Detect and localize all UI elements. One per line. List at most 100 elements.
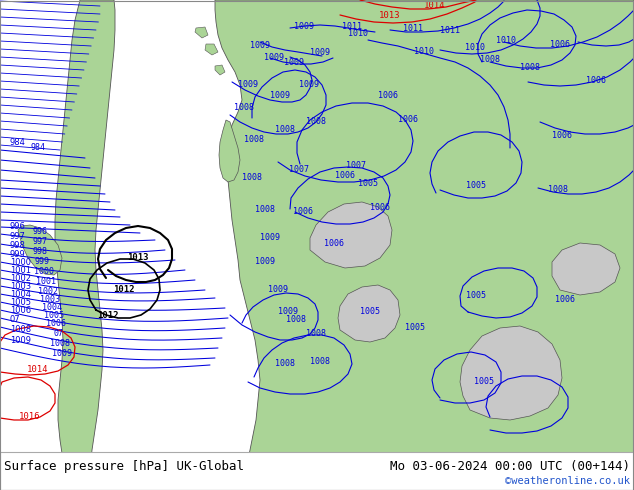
Text: 1000: 1000: [34, 268, 54, 276]
Text: 984: 984: [10, 138, 26, 147]
Text: 1006: 1006: [46, 319, 66, 328]
Text: 1006: 1006: [324, 240, 344, 248]
Text: 1014: 1014: [424, 1, 446, 10]
Text: 1003: 1003: [10, 282, 31, 291]
Text: 1016: 1016: [19, 412, 41, 420]
Text: 996: 996: [10, 222, 26, 231]
Text: 1008: 1008: [306, 118, 326, 126]
Text: 1012: 1012: [113, 286, 135, 294]
Polygon shape: [310, 202, 392, 268]
Text: 1005: 1005: [44, 312, 64, 320]
Text: 1006: 1006: [378, 92, 398, 100]
Text: 07: 07: [10, 315, 21, 324]
Text: 1008: 1008: [234, 103, 254, 113]
Text: 1005: 1005: [405, 323, 425, 333]
Text: 1005: 1005: [360, 307, 380, 316]
Text: 1005: 1005: [358, 178, 378, 188]
Text: 998: 998: [32, 247, 48, 256]
Text: 1008: 1008: [520, 64, 540, 73]
Text: 07: 07: [53, 328, 63, 338]
Text: 1005: 1005: [466, 180, 486, 190]
Text: 996: 996: [32, 227, 48, 237]
Polygon shape: [552, 243, 620, 295]
Text: 1002: 1002: [10, 274, 31, 283]
Polygon shape: [55, 0, 115, 490]
Text: 1011: 1011: [403, 24, 423, 33]
Text: 1008: 1008: [10, 325, 31, 334]
Text: 1009: 1009: [260, 234, 280, 243]
Text: 1004: 1004: [42, 303, 62, 313]
Text: 1009: 1009: [264, 53, 284, 63]
Text: 1005: 1005: [466, 291, 486, 299]
Text: Surface pressure [hPa] UK-Global: Surface pressure [hPa] UK-Global: [4, 460, 244, 472]
Text: 1009: 1009: [10, 336, 31, 345]
Text: 1008: 1008: [286, 316, 306, 324]
Bar: [0, 452, 634, 490]
Text: 1004: 1004: [10, 290, 31, 299]
Text: 998: 998: [10, 241, 26, 250]
Text: 984: 984: [30, 144, 46, 152]
Text: 1000: 1000: [10, 258, 31, 267]
Text: 1007: 1007: [346, 161, 366, 170]
Text: 999: 999: [10, 250, 26, 259]
Text: 1008: 1008: [548, 186, 568, 195]
Text: Mo 03-06-2024 00:00 UTC (00+144): Mo 03-06-2024 00:00 UTC (00+144): [390, 460, 630, 472]
Text: 1010: 1010: [348, 29, 368, 39]
Text: 1006: 1006: [550, 41, 570, 49]
Polygon shape: [18, 225, 62, 275]
Text: 997: 997: [32, 238, 48, 246]
Text: 1009: 1009: [52, 349, 72, 359]
Text: 1006: 1006: [335, 171, 355, 179]
Text: 999: 999: [34, 258, 49, 267]
Text: 1001: 1001: [10, 266, 31, 275]
Text: 1008: 1008: [306, 328, 326, 338]
Text: 1006: 1006: [10, 306, 31, 315]
Text: 1006: 1006: [586, 76, 606, 85]
Text: 1013: 1013: [379, 11, 401, 21]
Polygon shape: [338, 285, 400, 342]
Text: 1002: 1002: [38, 287, 58, 295]
Text: 1005: 1005: [474, 377, 494, 387]
Polygon shape: [215, 0, 634, 490]
Text: 1008: 1008: [310, 358, 330, 367]
Text: 1008: 1008: [242, 173, 262, 182]
Text: 1009: 1009: [310, 49, 330, 57]
Text: 1010: 1010: [465, 44, 485, 52]
Text: 1001: 1001: [36, 277, 56, 287]
Text: 1006: 1006: [293, 207, 313, 217]
Text: 1006: 1006: [398, 116, 418, 124]
Text: 1006: 1006: [370, 203, 390, 213]
Text: 1011: 1011: [342, 23, 362, 31]
Text: 1008: 1008: [244, 136, 264, 145]
Text: 997: 997: [10, 232, 26, 241]
Text: 1009: 1009: [270, 92, 290, 100]
Text: 1006: 1006: [552, 130, 572, 140]
Text: 1009: 1009: [284, 58, 304, 68]
Text: 1006: 1006: [555, 295, 575, 304]
Polygon shape: [195, 27, 208, 38]
Text: 1009: 1009: [278, 308, 298, 317]
Text: 1008: 1008: [275, 124, 295, 133]
Text: 1009: 1009: [294, 23, 314, 31]
Text: 1009: 1009: [268, 286, 288, 294]
Text: 1011: 1011: [440, 26, 460, 35]
Text: 1009: 1009: [299, 80, 319, 90]
Text: ©weatheronline.co.uk: ©weatheronline.co.uk: [505, 476, 630, 486]
Text: 1005: 1005: [10, 298, 31, 307]
Text: 1008: 1008: [255, 205, 275, 215]
Polygon shape: [219, 120, 240, 182]
Text: 1014: 1014: [27, 366, 49, 374]
Polygon shape: [460, 326, 562, 420]
Text: 1010: 1010: [414, 48, 434, 56]
Text: 1009: 1009: [255, 258, 275, 267]
Text: 1010: 1010: [496, 36, 516, 46]
Text: 1003: 1003: [40, 295, 60, 304]
Text: 1008: 1008: [480, 55, 500, 65]
Text: 1008: 1008: [50, 339, 70, 347]
Polygon shape: [215, 65, 225, 75]
Text: 1012: 1012: [97, 311, 119, 319]
Text: 1009: 1009: [238, 80, 258, 90]
Text: 1009: 1009: [250, 42, 270, 50]
Text: 1008: 1008: [275, 359, 295, 368]
Text: 1013: 1013: [127, 253, 149, 263]
